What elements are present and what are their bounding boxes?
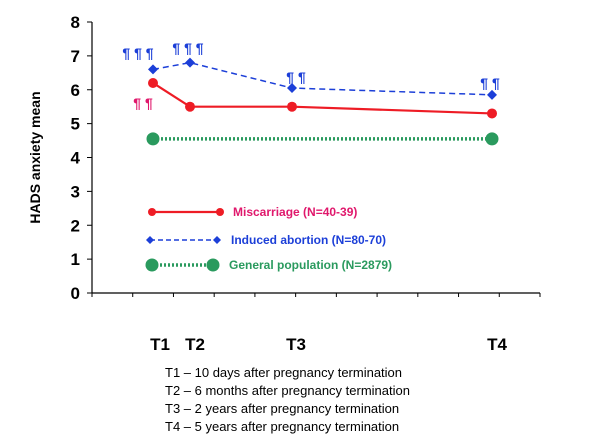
legend-label-general-population: General population (N=2879) (229, 258, 392, 272)
general-population-point-2 (485, 132, 499, 146)
induced-abortion-point-1 (148, 64, 158, 75)
legend-miscarriage-marker-end (216, 208, 224, 216)
footnotes: T1 – 10 days after pregnancy termination… (165, 365, 410, 434)
y-tick-label: 4 (71, 149, 81, 168)
y-axis-title: HADS anxiety mean (27, 91, 43, 223)
y-tick-label: 6 (71, 81, 80, 100)
miscarriage-point-4 (487, 108, 497, 119)
induced-abortion-point-3 (287, 83, 297, 94)
axes: 0 1 2 3 4 5 6 7 8 HADS anxiety mean (27, 13, 541, 303)
y-tick-label: 2 (71, 216, 80, 235)
significance-annotations: ¶ ¶ ¶ ¶ ¶ ¶ ¶ ¶ ¶ ¶ ¶ ¶ (122, 40, 500, 111)
induced-abortion-annotation-4: ¶ ¶ (480, 75, 500, 91)
footnote-1: T1 – 10 days after pregnancy termination (165, 365, 402, 380)
x-category-T4: T4 (487, 335, 507, 354)
legend-label-induced-abortion: Induced abortion (N=80-70) (231, 233, 386, 247)
legend-abortion-marker-start (146, 236, 154, 244)
x-category-labels: T1 T2 T3 T4 (150, 335, 507, 354)
legend-label-miscarriage: Miscarriage (N=40-39) (233, 205, 357, 219)
induced-abortion-annotation-2: ¶ ¶ ¶ (172, 40, 203, 56)
y-tick-label: 1 (71, 250, 80, 269)
induced-abortion-point-4 (487, 89, 497, 100)
x-category-T2: T2 (185, 335, 205, 354)
induced-abortion-series (148, 57, 497, 100)
legend-general-marker-end (206, 258, 220, 272)
miscarriage-series (148, 77, 497, 119)
legend-abortion-marker-end (213, 236, 221, 244)
footnote-3: T3 – 2 years after pregnancy termination (165, 401, 399, 416)
legend-general-marker-start (145, 258, 159, 272)
general-population-series (146, 132, 499, 146)
y-tick-label: 5 (71, 115, 80, 134)
induced-abortion-annotation-3: ¶ ¶ (286, 69, 306, 85)
general-population-point-1 (146, 132, 160, 146)
y-tick-label: 7 (71, 47, 80, 66)
footnote-2: T2 – 6 months after pregnancy terminatio… (165, 383, 410, 398)
miscarriage-point-1 (148, 77, 158, 88)
induced-abortion-line (152, 61, 493, 96)
miscarriage-line (152, 82, 493, 115)
miscarriage-point-2 (185, 101, 195, 112)
induced-abortion-annotation-1: ¶ ¶ ¶ (122, 45, 153, 61)
legend: Miscarriage (N=40-39) Induced abortion (N… (145, 205, 392, 272)
miscarriage-point-3 (287, 101, 297, 112)
y-tick-label: 0 (71, 284, 80, 303)
y-tick-label: 3 (71, 182, 80, 201)
x-category-T3: T3 (286, 335, 306, 354)
legend-miscarriage-marker-start (148, 208, 156, 216)
induced-abortion-point-2 (185, 57, 195, 68)
y-tick-label: 8 (71, 13, 80, 32)
miscarriage-annotation-1: ¶ ¶ (133, 95, 153, 111)
footnote-4: T4 – 5 years after pregnancy termination (165, 419, 399, 434)
x-category-T1: T1 (150, 335, 170, 354)
